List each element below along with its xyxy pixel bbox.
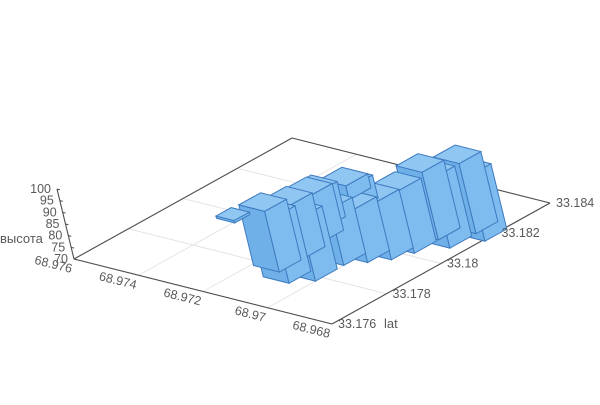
svg-text:100: 100 — [30, 182, 51, 196]
svg-text:lat: lat — [384, 316, 398, 331]
svg-text:33.178: 33.178 — [393, 287, 431, 301]
svg-text:33.182: 33.182 — [502, 226, 540, 240]
svg-text:33.184: 33.184 — [556, 196, 594, 210]
svg-text:33.176: 33.176 — [338, 317, 376, 331]
svg-text:33.18: 33.18 — [447, 257, 478, 271]
svg-text:высота: высота — [0, 231, 44, 246]
